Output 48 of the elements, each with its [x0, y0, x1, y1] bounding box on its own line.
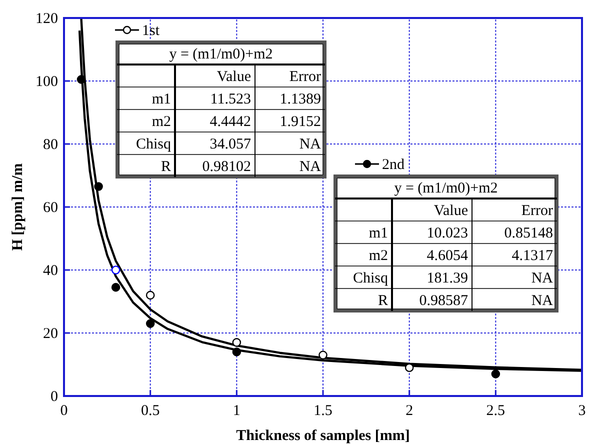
annotation: R [160, 159, 171, 175]
annotation: 0.98102 [202, 159, 251, 175]
annotation: 0.85148 [504, 226, 553, 242]
annotation: NA [299, 159, 322, 175]
annotation: y = (m1/m0)+m2 [169, 46, 273, 62]
annotation: m1 [368, 226, 388, 242]
x-axis-title: Thickness of samples [mm] [236, 428, 410, 444]
annotation: 1.1389 [280, 92, 321, 108]
x-tick-label: 0.5 [140, 403, 160, 419]
annotation: m2 [368, 248, 388, 264]
y-axis-title: H [ppm] m/m [10, 162, 26, 251]
annotation: 181.39 [426, 270, 468, 286]
annotation: 4.1317 [512, 248, 554, 264]
annotation: Chisq [352, 270, 388, 286]
annotation: Error [289, 69, 321, 85]
y-tick-label: 80 [43, 137, 58, 153]
annotation: m2 [152, 114, 171, 130]
x-tick-label: 3 [578, 403, 586, 419]
y-tick-label: 120 [36, 11, 58, 27]
annotation: 10.023 [426, 226, 468, 242]
legend-label: 2nd [382, 157, 405, 173]
annotation: Value [216, 69, 252, 85]
annotation: 1.9152 [280, 114, 321, 130]
annotation: y = (m1/m0)+m2 [394, 180, 498, 196]
x-tick-label: 0 [60, 403, 68, 419]
annotation: Chisq [136, 136, 172, 152]
annotation: 4.6054 [426, 248, 468, 264]
annotation: R [378, 293, 388, 309]
annotation: 0.98587 [419, 293, 468, 309]
legend-label: 1st [142, 23, 160, 39]
annotation: Error [521, 203, 553, 219]
annotation: NA [299, 136, 322, 152]
annotation: 11.523 [210, 92, 251, 108]
y-tick-label: 40 [43, 263, 58, 279]
annotation: NA [531, 270, 554, 286]
x-tick-label: 2 [406, 403, 414, 419]
x-tick-label: 1.5 [314, 403, 332, 419]
annotation: m1 [152, 92, 171, 108]
annotation: Value [434, 203, 468, 219]
annotation: 34.057 [210, 136, 252, 152]
y-tick-label: 100 [36, 74, 58, 90]
y-tick-label: 0 [50, 389, 58, 405]
annotation: 4.4442 [210, 114, 251, 130]
x-tick-label: 2.5 [486, 403, 506, 419]
annotation: NA [531, 293, 554, 309]
x-tick-label: 1 [232, 403, 240, 419]
y-tick-label: 60 [43, 200, 58, 216]
y-tick-label: 20 [43, 326, 58, 342]
